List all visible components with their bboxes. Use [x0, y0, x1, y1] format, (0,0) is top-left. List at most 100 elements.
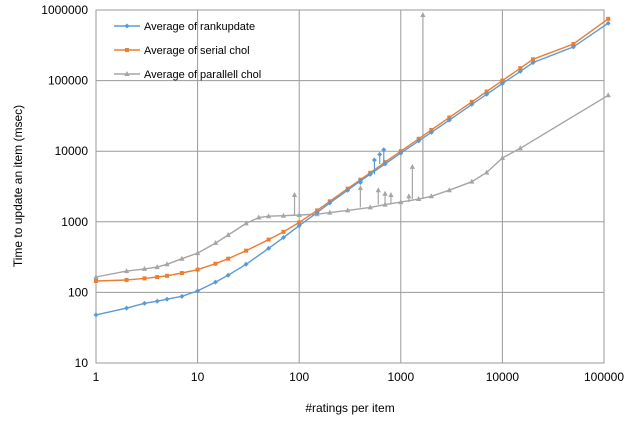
data-point — [382, 161, 388, 167]
data-point — [165, 273, 170, 278]
data-point — [381, 147, 387, 153]
data-point — [484, 91, 490, 97]
data-point — [314, 210, 320, 216]
series-line — [95, 18, 609, 282]
data-point — [94, 279, 98, 284]
data-point — [345, 207, 351, 213]
data-point — [484, 89, 489, 94]
data-point — [141, 300, 147, 306]
data-point — [141, 265, 148, 271]
grid — [96, 10, 604, 363]
data-point — [571, 41, 576, 46]
data-point — [469, 178, 475, 184]
data-point — [296, 211, 302, 217]
data-point — [357, 178, 363, 184]
data-point — [164, 296, 170, 302]
data-point — [398, 199, 404, 205]
data-point — [469, 101, 475, 107]
data-point — [398, 150, 404, 156]
y-tick-label: 100000 — [48, 74, 88, 88]
data-point — [428, 129, 434, 135]
series-line — [95, 22, 609, 316]
legend-label: Average of serial chol — [144, 45, 250, 57]
data-point — [154, 264, 160, 270]
y-tick-label: 1000000 — [41, 3, 88, 17]
legend: Average of rankupdate Average of serial c… — [114, 21, 261, 81]
data-point — [164, 261, 170, 267]
y-axis-ticks: 10 100 1000 10000 100000 1000000 — [41, 3, 88, 370]
plot-area — [95, 9, 605, 364]
data-point — [469, 99, 474, 104]
data-point — [226, 256, 231, 261]
data-point — [296, 223, 302, 229]
data-point — [212, 240, 219, 246]
data-point — [382, 201, 388, 207]
data-point — [124, 277, 129, 282]
data-point — [517, 68, 523, 74]
data-point — [499, 155, 505, 161]
data-point — [530, 60, 536, 66]
data-point — [382, 190, 388, 196]
data-point — [375, 187, 381, 193]
data-point — [195, 288, 201, 294]
data-point — [297, 220, 302, 225]
data-point — [428, 193, 434, 199]
x-tick-label: 1 — [93, 370, 100, 384]
y-tick-label: 10 — [75, 356, 89, 370]
data-point — [416, 138, 422, 144]
x-tick-label: 100000 — [584, 370, 624, 384]
data-point — [266, 245, 272, 251]
data-point — [142, 276, 147, 281]
legend-label: Average of parallell chol — [144, 69, 261, 81]
x-axis-title: #ratings per item — [305, 401, 394, 415]
data-point — [416, 196, 422, 202]
data-point — [179, 255, 185, 261]
data-point — [406, 193, 412, 199]
y-tick-label: 100 — [68, 285, 88, 299]
data-point — [179, 271, 184, 276]
legend-item: Average of serial chol — [114, 45, 250, 57]
data-point — [367, 171, 373, 177]
data-point — [499, 80, 505, 86]
legend-item: Average of parallell chol — [114, 69, 261, 81]
data-point — [93, 312, 99, 318]
data-point — [446, 187, 452, 193]
series-average-of-rankupdate — [93, 20, 611, 318]
data-point — [266, 213, 272, 219]
data-point — [500, 78, 505, 83]
data-point — [606, 16, 611, 21]
data-point — [447, 115, 452, 120]
data-point — [125, 48, 129, 52]
data-point — [225, 272, 231, 278]
x-tick-label: 10000 — [486, 370, 520, 384]
data-point — [155, 275, 160, 280]
data-point — [605, 92, 611, 98]
data-point — [605, 20, 611, 26]
data-point — [213, 261, 218, 266]
y-tick-label: 1000 — [61, 215, 88, 229]
data-point — [266, 237, 271, 242]
legend-item: Average of rankupdate — [114, 21, 255, 33]
data-point — [281, 229, 286, 234]
data-point — [377, 151, 383, 157]
data-point — [484, 169, 490, 175]
data-point — [243, 261, 249, 267]
data-point — [124, 23, 130, 29]
data-point — [280, 234, 286, 240]
data-point — [518, 66, 523, 71]
series-average-of-parallell-chol — [93, 11, 611, 280]
data-point — [291, 191, 298, 197]
data-point — [243, 220, 249, 226]
series-line — [95, 94, 609, 278]
data-point — [225, 232, 231, 238]
data-point — [345, 187, 351, 193]
data-point — [446, 117, 452, 123]
data-point — [357, 185, 363, 191]
x-tick-label: 10 — [191, 370, 205, 384]
x-tick-label: 1000 — [387, 370, 414, 384]
y-axis-title: Time to update an item (msec) — [11, 105, 25, 267]
data-point — [388, 191, 394, 197]
data-point — [570, 44, 576, 50]
y-tick-label: 10000 — [55, 144, 89, 158]
data-point — [256, 214, 262, 220]
